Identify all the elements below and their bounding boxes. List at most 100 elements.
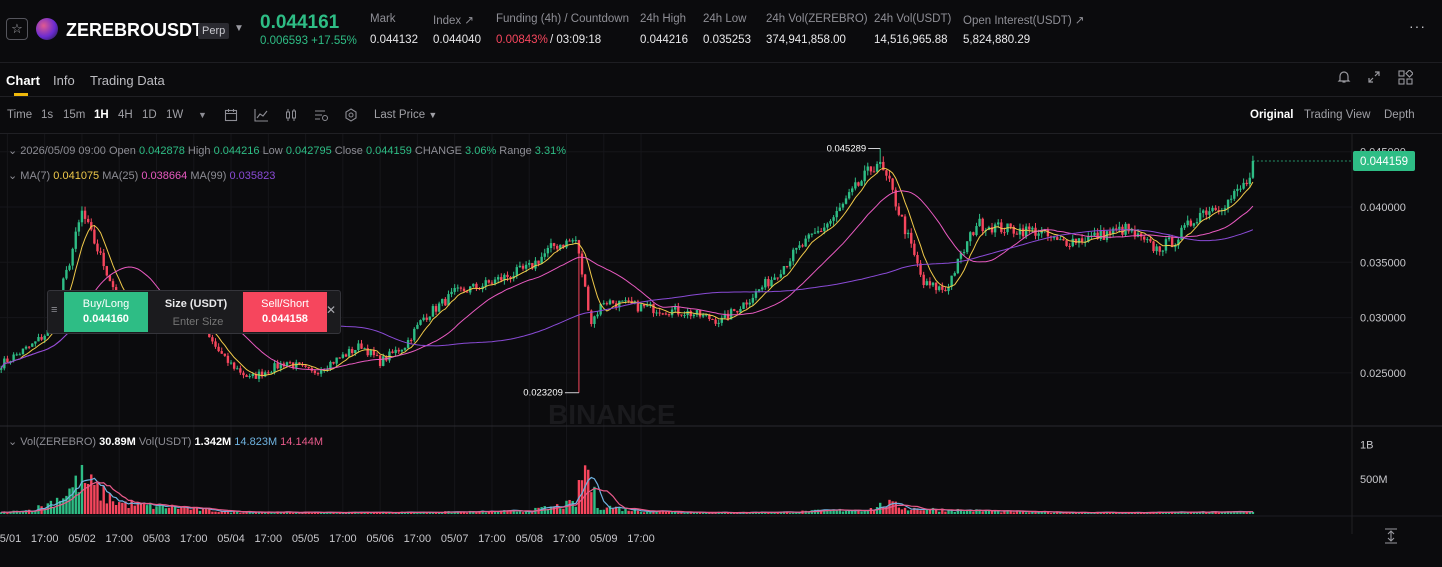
interval-dropdown-icon[interactable]: ▼ — [198, 110, 207, 120]
price-type-select[interactable]: Last Price ▼ — [374, 109, 437, 121]
candle — [372, 349, 376, 356]
volume-bar — [1164, 512, 1168, 514]
candle — [496, 277, 500, 280]
volume-bar — [913, 507, 916, 514]
volume-bar — [695, 511, 699, 514]
more-dots-icon[interactable]: ··· — [1409, 18, 1426, 34]
volume-bar — [1083, 512, 1087, 514]
volume-bar — [59, 500, 62, 514]
candle — [621, 300, 624, 302]
tab-chart[interactable]: Chart — [6, 73, 40, 88]
tab-info[interactable]: Info — [53, 73, 75, 88]
volume-bar — [614, 506, 618, 514]
drag-handle-icon[interactable]: ≡ — [51, 304, 58, 316]
volume-bar — [164, 508, 168, 514]
volume-bar — [111, 501, 115, 514]
volume-bar — [248, 511, 251, 514]
volume-bar — [552, 506, 556, 514]
candle — [360, 343, 363, 349]
grid-icon[interactable] — [1397, 69, 1414, 86]
candle — [1099, 229, 1102, 239]
divider — [0, 96, 1442, 97]
view-original[interactable]: Original — [1250, 109, 1294, 121]
chevron-down-icon[interactable]: ▼ — [234, 23, 244, 34]
volume-bar — [409, 512, 413, 514]
calendar-icon[interactable] — [224, 108, 238, 125]
price-chart[interactable]: BINANCE 0.0450000.0400000.0350000.030000… — [0, 134, 1442, 567]
interval-1h[interactable]: 1H — [94, 109, 109, 121]
candle — [369, 349, 373, 356]
volume-bar — [236, 511, 239, 514]
candle — [1236, 188, 1239, 191]
volume-bar — [767, 512, 770, 514]
volume-bar — [928, 509, 932, 514]
candle — [500, 277, 503, 281]
candle — [543, 253, 546, 257]
volume-bar — [1121, 512, 1124, 514]
indicator-icon[interactable] — [254, 108, 269, 125]
volume-bar — [515, 511, 518, 514]
time-tick-label: 17:00 — [180, 533, 208, 545]
time-tick-label: 05/01 — [0, 533, 21, 545]
interval-1w[interactable]: 1W — [166, 109, 184, 121]
candle — [354, 349, 357, 354]
interval-15m[interactable]: 15m — [63, 109, 86, 121]
sell-short-button[interactable]: Sell/Short 0.044158 — [243, 292, 327, 332]
candle — [860, 181, 863, 186]
interval-4h[interactable]: 4H — [118, 109, 133, 121]
candle — [652, 303, 655, 314]
star-icon[interactable]: ☆ — [6, 18, 28, 40]
candle-type-icon[interactable] — [284, 108, 298, 125]
candle — [534, 260, 537, 269]
candle — [975, 226, 978, 236]
gear-icon[interactable] — [344, 108, 358, 125]
collapse-chevron-icon[interactable]: ⌄ — [8, 170, 20, 182]
stat-value: 0.044132 — [370, 34, 418, 46]
candle — [1192, 223, 1196, 226]
candle — [1242, 182, 1245, 189]
volume-bar — [590, 492, 593, 514]
interval-1s[interactable]: 1s — [41, 109, 54, 121]
volume-bar — [851, 510, 854, 514]
volume-tick-label: 1B — [1360, 439, 1373, 451]
volume-bar — [1226, 511, 1230, 514]
volume-bar — [226, 510, 230, 514]
settings-list-icon[interactable] — [314, 108, 329, 125]
divider — [0, 133, 1442, 134]
candle — [956, 258, 960, 274]
bell-icon[interactable] — [1336, 70, 1352, 86]
volume-bar — [270, 512, 273, 514]
volume-bars — [0, 464, 1255, 514]
size-input[interactable] — [151, 315, 245, 329]
candle — [733, 309, 736, 311]
volume-bar — [437, 512, 441, 514]
candle — [1127, 223, 1130, 232]
candle — [546, 248, 550, 254]
view-depth[interactable]: Depth — [1384, 109, 1415, 121]
volume-bar — [21, 511, 25, 514]
volume-bar — [86, 483, 90, 514]
volume-bar — [1208, 512, 1211, 514]
volume-bar — [1186, 512, 1189, 514]
symbol-name[interactable]: ZEREBROUSDT — [66, 20, 204, 40]
scroll-to-latest-icon[interactable] — [1385, 528, 1397, 544]
tab-trading-data[interactable]: Trading Data — [90, 73, 165, 88]
interval-1d[interactable]: 1D — [142, 109, 157, 121]
candle — [760, 287, 764, 290]
volume-bar — [919, 510, 922, 514]
volume-bar — [708, 512, 711, 514]
volume-bar — [186, 507, 189, 514]
volume-bar — [403, 512, 407, 514]
view-trading-view[interactable]: Trading View — [1304, 109, 1371, 121]
candle — [413, 328, 416, 341]
volume-bar — [875, 507, 879, 514]
candle — [1052, 237, 1056, 239]
close-icon[interactable]: ✕ — [325, 303, 336, 317]
candle — [729, 309, 733, 320]
expand-icon[interactable] — [1366, 70, 1382, 86]
candle — [891, 178, 894, 190]
collapse-chevron-icon[interactable]: ⌄ — [8, 145, 20, 157]
collapse-chevron-icon[interactable]: ⌄ — [8, 436, 20, 448]
candle — [96, 243, 99, 252]
buy-long-button[interactable]: Buy/Long 0.044160 — [64, 292, 148, 332]
